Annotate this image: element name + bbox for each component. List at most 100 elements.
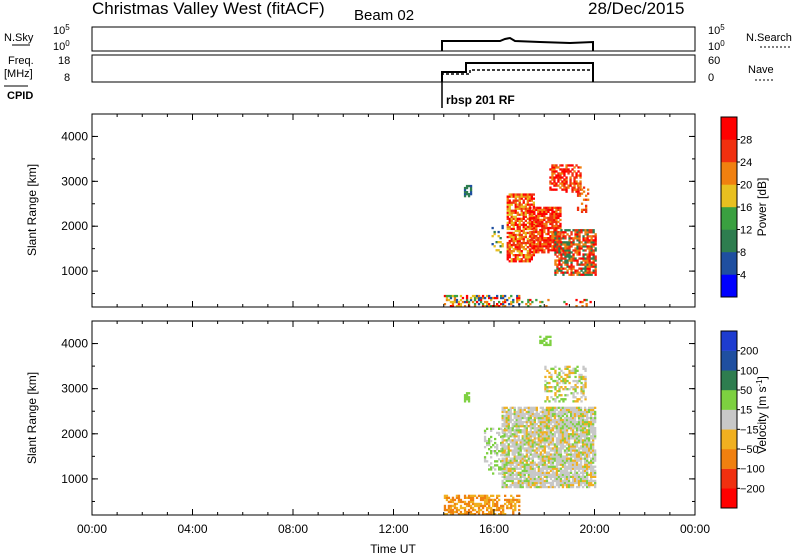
velocity-cell xyxy=(547,431,551,434)
velocity-cell xyxy=(586,408,589,412)
power-cell xyxy=(582,255,585,258)
velocity-cell xyxy=(529,461,532,464)
velocity-cell xyxy=(560,386,563,389)
power-cell xyxy=(490,298,493,302)
velocity-cell xyxy=(556,396,559,399)
power-cell xyxy=(518,217,521,220)
freq-left-tick-top: 18 xyxy=(58,55,70,67)
freq-trace xyxy=(441,62,594,82)
velocity-cell xyxy=(519,455,522,458)
velocity-cell xyxy=(501,443,504,446)
power-cell xyxy=(506,213,509,216)
velocity-cell xyxy=(503,463,506,466)
velocity-cell xyxy=(565,431,569,434)
velocity-cell xyxy=(563,429,567,432)
velocity-cell xyxy=(578,377,581,381)
power-cell xyxy=(522,201,525,204)
power-cell xyxy=(497,249,500,252)
power-cell xyxy=(539,241,542,244)
velocity-cell xyxy=(590,463,593,466)
velocity-cell xyxy=(567,416,571,420)
velocity-cell xyxy=(455,508,459,512)
power-cell xyxy=(520,207,523,210)
velocity-cell xyxy=(527,439,530,442)
power-cell xyxy=(594,259,597,262)
velocity-cell xyxy=(586,410,589,414)
power-cell xyxy=(510,209,513,212)
velocity-cell xyxy=(541,408,544,412)
velocity-cell xyxy=(567,441,571,444)
velocity-cell xyxy=(539,431,542,434)
velocity-cell xyxy=(565,465,569,468)
velocity-cell xyxy=(551,475,555,478)
velocity-cell xyxy=(539,406,542,409)
velocity-cell xyxy=(594,457,597,460)
power-cell xyxy=(537,206,540,209)
velocity-cell xyxy=(498,472,501,475)
velocity-cell xyxy=(473,513,477,516)
power-cell xyxy=(588,231,591,234)
velocity-cell xyxy=(590,451,593,454)
velocity-cell xyxy=(502,508,505,512)
power-cell xyxy=(568,251,571,254)
power-cell xyxy=(554,251,557,254)
velocity-cell xyxy=(565,425,569,428)
power-cell xyxy=(547,210,550,213)
power-cell xyxy=(557,178,560,181)
velocity-cell xyxy=(529,479,532,483)
velocity-cell xyxy=(519,461,522,464)
velocity-cell xyxy=(529,406,532,409)
velocity-cell xyxy=(457,508,461,512)
power-cell xyxy=(594,233,597,236)
velocity-colorbar-segment xyxy=(721,370,737,391)
velocity-cell xyxy=(533,471,536,474)
velocity-cell xyxy=(563,420,567,424)
velocity-cell xyxy=(445,496,449,499)
velocity-cell xyxy=(564,377,567,381)
power-cell xyxy=(522,207,525,210)
power-cell xyxy=(455,298,459,302)
velocity-cell xyxy=(509,427,512,430)
power-cell xyxy=(573,178,576,181)
power-cell xyxy=(554,253,557,256)
velocity-cell xyxy=(498,498,501,502)
velocity-cell xyxy=(549,485,553,489)
power-cell xyxy=(592,235,595,238)
power-cell xyxy=(516,205,519,208)
power-cell xyxy=(557,176,560,179)
velocity-cell xyxy=(537,431,540,434)
velocity-cell xyxy=(519,471,522,474)
velocity-cell xyxy=(529,441,532,444)
power-cell xyxy=(518,199,521,202)
power-cell xyxy=(584,243,587,246)
velocity-cell xyxy=(557,457,561,460)
power-cell xyxy=(508,227,511,231)
power-cell xyxy=(551,220,554,224)
power-cell xyxy=(578,235,581,238)
velocity-cell xyxy=(492,443,495,447)
velocity-cell xyxy=(552,386,555,389)
velocity-cell xyxy=(500,441,503,445)
velocity-cell xyxy=(573,481,577,485)
velocity-cell xyxy=(511,483,514,487)
velocity-cell xyxy=(590,445,593,448)
velocity-colorbar-segment xyxy=(721,429,737,450)
velocity-cell xyxy=(539,447,542,450)
velocity-cell xyxy=(507,437,510,440)
power-cell xyxy=(514,205,517,208)
velocity-cell xyxy=(592,455,595,458)
velocity-cell xyxy=(481,494,485,497)
velocity-cell xyxy=(594,435,597,438)
power-cell xyxy=(584,271,587,274)
velocity-cell xyxy=(559,439,563,442)
velocity-cell xyxy=(590,408,593,412)
velocity-cell xyxy=(501,449,504,452)
power-cell xyxy=(572,259,575,262)
power-cell xyxy=(512,193,515,196)
power-cell xyxy=(561,182,564,185)
power-cell xyxy=(572,265,575,268)
velocity-cell xyxy=(519,483,522,487)
velocity-cell xyxy=(581,469,585,472)
velocity-cell xyxy=(529,451,532,454)
velocity-cell xyxy=(577,453,581,456)
